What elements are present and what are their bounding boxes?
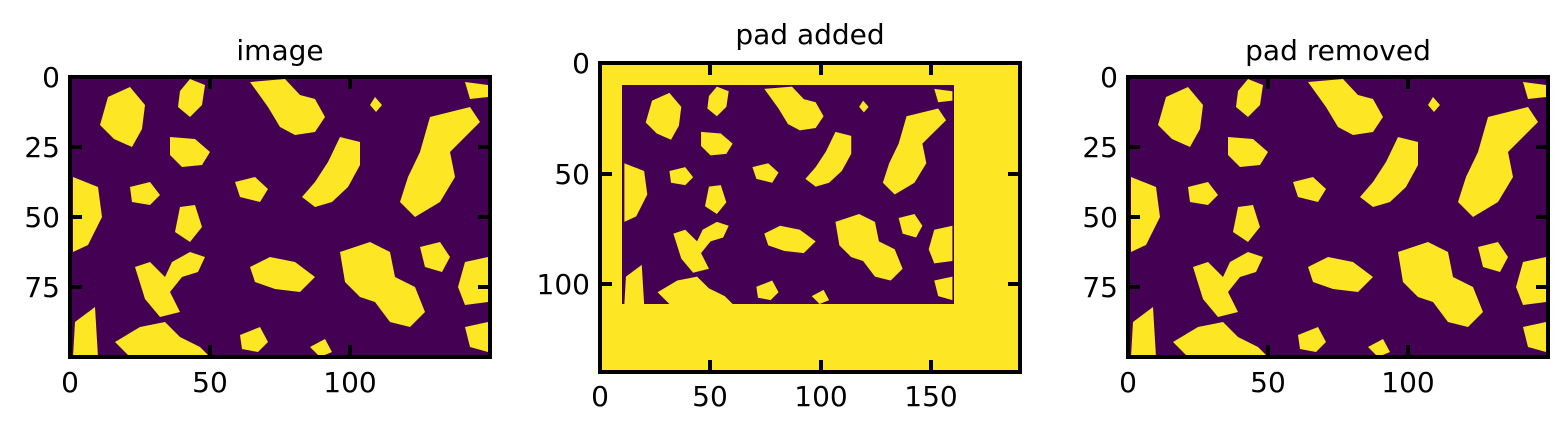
panel-image: image 0 50 100 0 25 50 75 [24,34,490,399]
heatmap-image [622,85,954,304]
x-tick-label: 0 [61,366,79,399]
y-tick-label: 75 [1082,271,1118,304]
x-tick-label: 100 [323,366,376,399]
panel-pad-removed: pad removed 0 50 100 0 25 50 75 [1082,34,1548,399]
heatmap-image [70,77,490,357]
panel-pad-added: pad added 0 50 100 150 [537,18,1020,413]
x-tick-label: 0 [591,380,609,413]
x-tick-label: 0 [1119,366,1137,399]
x-tick-label: 50 [1250,366,1286,399]
heatmap-image [1128,77,1548,357]
panel-title: pad removed [1245,34,1431,67]
x-tick-label: 50 [692,380,728,413]
y-tick-label: 25 [24,131,60,164]
panel-title: pad added [735,18,884,51]
y-tick-label: 50 [1082,201,1118,234]
y-tick-label: 50 [24,201,60,234]
y-tick-label: 0 [1100,61,1118,94]
x-tick-label: 100 [794,380,847,413]
panel-title: image [236,34,323,67]
y-tick-label: 75 [24,271,60,304]
x-tick-label: 50 [192,366,228,399]
x-tick-label: 150 [904,380,957,413]
x-tick-label: 100 [1381,366,1434,399]
y-tick-label: 100 [537,268,590,301]
y-tick-label: 0 [572,47,590,80]
y-tick-label: 0 [42,61,60,94]
y-tick-label: 50 [554,158,590,191]
y-tick-label: 25 [1082,131,1118,164]
